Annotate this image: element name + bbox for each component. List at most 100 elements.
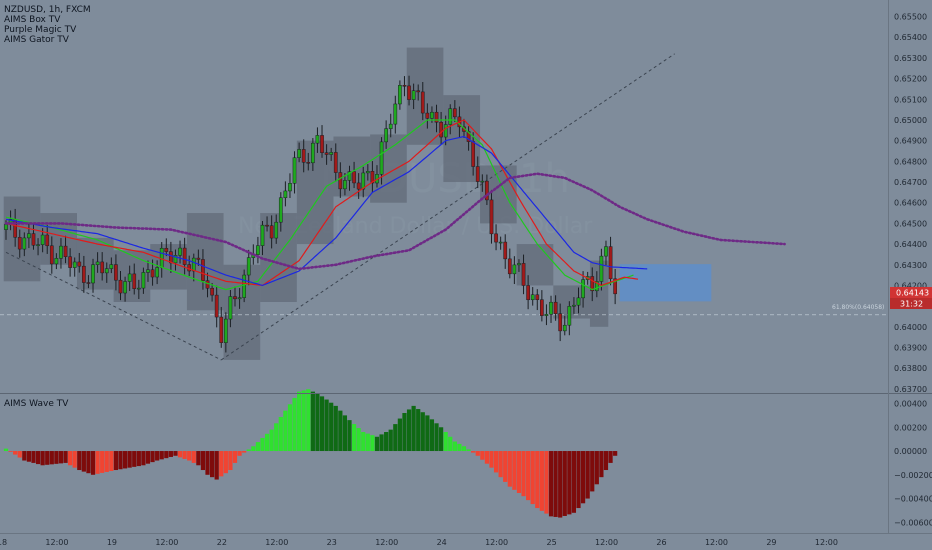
candle-up bbox=[155, 267, 159, 278]
price-tick-label: 0.64200 bbox=[894, 281, 927, 290]
wave-bar bbox=[319, 396, 325, 452]
legend-symbol[interactable]: NZDUSD, 1h, FXCM bbox=[4, 5, 91, 15]
last-price-text: 0.64143 bbox=[896, 289, 929, 298]
candle-up bbox=[178, 247, 182, 256]
wave-bar bbox=[35, 451, 41, 465]
wave-bar bbox=[402, 413, 407, 452]
price-tick-label: 0.64000 bbox=[894, 323, 927, 332]
wave-bar bbox=[475, 451, 480, 456]
candle-down bbox=[370, 171, 375, 184]
wave-bar bbox=[90, 451, 96, 475]
wave-bar bbox=[416, 409, 421, 452]
candle-down bbox=[439, 121, 443, 138]
candle-up bbox=[549, 301, 553, 315]
wave-bar bbox=[466, 449, 471, 452]
time-axis[interactable]: 18 12:00 19 12:00 22 12:00 23 12:00 24 12:00 25 12:… bbox=[0, 538, 838, 547]
wave-bar bbox=[242, 451, 247, 453]
candle-up bbox=[398, 85, 402, 105]
price-tick-label: 0.64400 bbox=[894, 240, 927, 249]
candle-down bbox=[324, 152, 329, 155]
wave-tick-label: −0.00600 bbox=[894, 518, 932, 527]
trend-line-up bbox=[220, 53, 675, 361]
legend[interactable]: NZDUSD, 1h, FXCM AIMS Box TV Purple Magi… bbox=[4, 5, 91, 409]
wave-bar bbox=[548, 451, 554, 517]
wave-bar bbox=[17, 451, 22, 458]
candle-up bbox=[581, 279, 585, 299]
wave-bar bbox=[54, 451, 59, 464]
wave-bar bbox=[544, 451, 549, 514]
wave-bar bbox=[118, 451, 123, 470]
candle-up bbox=[146, 269, 150, 273]
candle-up bbox=[562, 324, 567, 332]
candle-up bbox=[256, 245, 260, 255]
candle-up bbox=[278, 197, 283, 223]
wave-bar bbox=[228, 451, 233, 471]
candle-down bbox=[540, 299, 544, 316]
time-tick-label: 12:00 bbox=[705, 538, 728, 547]
aims-box bbox=[589, 260, 609, 327]
candle-up bbox=[430, 111, 434, 119]
candle-down bbox=[196, 257, 201, 260]
wave-bar bbox=[439, 427, 444, 452]
time-tick-label: 26 bbox=[656, 538, 666, 547]
wave-bar bbox=[324, 399, 329, 452]
wave-bar bbox=[338, 410, 343, 452]
price-tick-label: 0.65100 bbox=[894, 95, 927, 104]
price-tick-label: 0.64900 bbox=[894, 137, 927, 146]
candle-down bbox=[553, 301, 558, 314]
price-axis[interactable]: 0.65500 0.65400 0.65300 0.65200 0.65100 0.650… bbox=[894, 13, 927, 394]
candle-up bbox=[411, 90, 416, 100]
candle-up bbox=[530, 294, 535, 301]
candle-down bbox=[475, 166, 480, 182]
candle-down bbox=[201, 259, 205, 281]
legend-indicator-box[interactable]: AIMS Box TV bbox=[4, 15, 61, 25]
candle-up bbox=[576, 297, 581, 306]
candle-down bbox=[452, 108, 457, 118]
time-tick-label: 19 bbox=[107, 538, 117, 547]
candle-down bbox=[320, 135, 324, 153]
time-tick-label: 12:00 bbox=[155, 538, 178, 547]
wave-bar bbox=[498, 451, 503, 478]
wave-bar bbox=[512, 451, 517, 490]
wave-bar bbox=[214, 451, 219, 480]
wave-price-axis[interactable]: 0.00400 0.00200 0.00000 −0.00200 −0.00400 −0.… bbox=[894, 400, 932, 528]
wave-bar bbox=[251, 446, 256, 452]
wave-bar bbox=[471, 451, 476, 453]
last-price-label: 0.64143 31:32 bbox=[890, 287, 932, 309]
wave-bar bbox=[63, 451, 68, 463]
candle-up bbox=[393, 103, 398, 125]
price-tick-label: 0.64600 bbox=[894, 199, 927, 208]
wave-bar bbox=[576, 451, 581, 509]
candle-down bbox=[265, 224, 269, 227]
candle-down bbox=[150, 269, 155, 278]
wave-bar bbox=[49, 451, 54, 465]
candle-up bbox=[237, 297, 242, 300]
candle-up bbox=[54, 258, 59, 265]
legend-wave[interactable]: AIMS Wave TV bbox=[4, 399, 69, 409]
wave-bar bbox=[553, 451, 558, 517]
wave-tick-label: −0.00400 bbox=[894, 495, 932, 504]
candle-up bbox=[260, 224, 265, 246]
wave-bar bbox=[95, 451, 100, 474]
purple-magic-line bbox=[4, 172, 786, 271]
legend-indicator-gator[interactable]: AIMS Gator TV bbox=[4, 35, 70, 45]
candle-down bbox=[210, 287, 214, 296]
candle-down bbox=[187, 264, 192, 272]
time-tick-label: 29 bbox=[766, 538, 776, 547]
wave-bar bbox=[3, 448, 9, 452]
time-tick-label: 12:00 bbox=[595, 538, 618, 547]
wave-bar bbox=[539, 451, 544, 511]
candle-down bbox=[219, 316, 224, 343]
candle-up bbox=[480, 180, 485, 183]
candle-down bbox=[132, 273, 137, 289]
legend-indicator-purple[interactable]: Purple Magic TV bbox=[4, 25, 77, 35]
wave-bar bbox=[297, 391, 302, 452]
wave-bar bbox=[521, 451, 526, 497]
target-box-layer bbox=[619, 264, 712, 302]
candle-up bbox=[59, 245, 63, 259]
candle-up bbox=[274, 221, 279, 239]
time-tick-label: 25 bbox=[547, 538, 557, 547]
gator-red-line bbox=[5, 119, 639, 287]
